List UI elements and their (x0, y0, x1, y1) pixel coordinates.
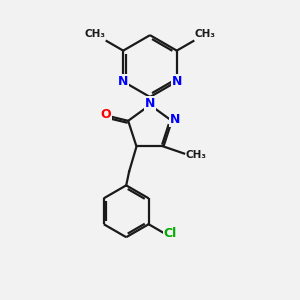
Text: CH₃: CH₃ (84, 29, 105, 39)
Text: Cl: Cl (164, 226, 177, 240)
Text: N: N (145, 97, 155, 110)
Text: O: O (100, 108, 111, 122)
Text: N: N (170, 113, 181, 126)
Text: N: N (172, 75, 182, 88)
Text: N: N (118, 75, 128, 88)
Text: CH₃: CH₃ (195, 29, 216, 39)
Text: CH₃: CH₃ (186, 150, 207, 160)
